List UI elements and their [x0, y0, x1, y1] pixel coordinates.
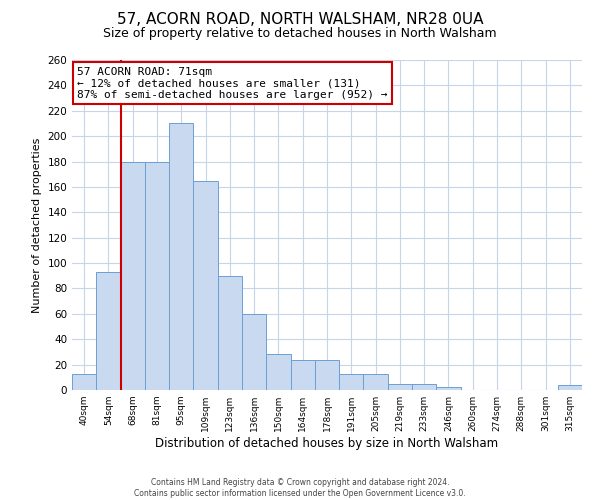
Bar — [121, 162, 145, 390]
Bar — [364, 374, 388, 390]
Bar — [193, 180, 218, 390]
Text: Size of property relative to detached houses in North Walsham: Size of property relative to detached ho… — [103, 28, 497, 40]
Bar — [412, 384, 436, 390]
Bar — [558, 385, 582, 390]
Bar — [72, 374, 96, 390]
Bar — [145, 162, 169, 390]
Y-axis label: Number of detached properties: Number of detached properties — [32, 138, 42, 312]
Bar — [266, 354, 290, 390]
Bar — [290, 360, 315, 390]
Bar — [388, 384, 412, 390]
Bar — [96, 272, 121, 390]
Text: 57 ACORN ROAD: 71sqm
← 12% of detached houses are smaller (131)
87% of semi-deta: 57 ACORN ROAD: 71sqm ← 12% of detached h… — [77, 66, 388, 100]
Bar — [339, 374, 364, 390]
Text: Contains HM Land Registry data © Crown copyright and database right 2024.
Contai: Contains HM Land Registry data © Crown c… — [134, 478, 466, 498]
Bar — [169, 124, 193, 390]
Text: 57, ACORN ROAD, NORTH WALSHAM, NR28 0UA: 57, ACORN ROAD, NORTH WALSHAM, NR28 0UA — [117, 12, 483, 28]
Bar — [218, 276, 242, 390]
Bar — [436, 388, 461, 390]
Bar — [315, 360, 339, 390]
Bar — [242, 314, 266, 390]
X-axis label: Distribution of detached houses by size in North Walsham: Distribution of detached houses by size … — [155, 437, 499, 450]
